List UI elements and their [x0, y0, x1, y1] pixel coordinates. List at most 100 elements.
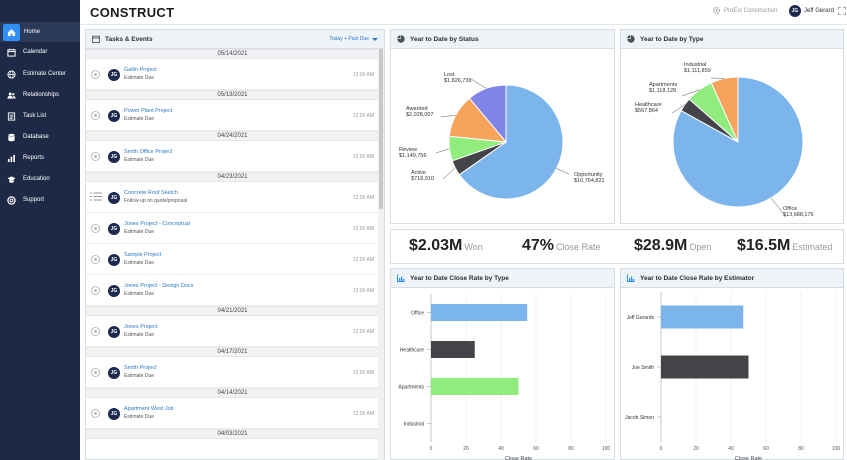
- close-rate-estimator-chart: 0 20 40 60 80 100 Jeff Gerards Joe Smith Jacob S…: [625, 292, 841, 460]
- bar[interactable]: [431, 304, 528, 321]
- task-description: Estimate Due: [124, 157, 155, 163]
- task-time: 12:00 AM: [352, 328, 374, 335]
- x-tick-label: 20: [693, 446, 699, 452]
- date-group-header: 05/14/2021: [86, 49, 379, 59]
- sidebar-item-education[interactable]: Education: [0, 169, 80, 189]
- pie-label: Review: [399, 147, 417, 153]
- complete-task-checkbox[interactable]: [91, 255, 100, 264]
- avatar: JG: [108, 325, 120, 338]
- category-label: Jacob Simon: [625, 415, 654, 421]
- task-time: 12:00 AM: [352, 71, 374, 78]
- task-row[interactable]: JG Gallin Project Estimate Due 12:00 AM: [86, 59, 379, 90]
- complete-task-checkbox[interactable]: [91, 327, 100, 336]
- avatar: JG: [108, 284, 120, 297]
- task-row[interactable]: JG Jones Project Estimate Due 12:00 AM: [86, 316, 379, 347]
- sidebar-item-label: Database: [23, 134, 49, 140]
- pie-label: Lost: [444, 72, 455, 78]
- task-name-link[interactable]: Smith Office Project: [124, 149, 173, 155]
- checklist-icon: [90, 192, 102, 201]
- sidebar-item-support[interactable]: Support: [0, 190, 80, 210]
- pie-slice[interactable]: [710, 76, 739, 143]
- tasks-header: Tasks & Events Today + Past Due: [86, 30, 384, 49]
- expand-icon[interactable]: [838, 7, 846, 15]
- close-rate-estimator-panel: Year to Date Close Rate by Estimator 0 20…: [620, 268, 844, 460]
- calendar-icon: [92, 35, 100, 43]
- globe-icon: [3, 66, 19, 82]
- type-pie-header: Year to Date by Type: [621, 30, 843, 49]
- date-group-header: 04/24/2021: [86, 131, 379, 141]
- x-tick-label: 20: [463, 446, 469, 452]
- task-name-link[interactable]: Gallin Project: [124, 67, 157, 73]
- top-bar: CONSTRUCT ProEst Construction JG Jeff Ge…: [80, 0, 847, 25]
- task-row[interactable]: JG Smith Project Estimate Due 12:00 AM: [86, 357, 379, 388]
- task-row[interactable]: JG Jones Project - Design Docs Estimate Du…: [86, 275, 379, 306]
- sidebar-item-label: Calendar: [23, 49, 48, 55]
- x-tick-label: 80: [568, 446, 574, 452]
- stat-label: Close Rate: [556, 242, 601, 252]
- task-description: Estimate Due: [124, 116, 155, 122]
- task-name-link[interactable]: Jones Project - Design Docs: [124, 283, 194, 289]
- sidebar-item-calendar[interactable]: Calendar: [0, 42, 80, 62]
- complete-task-checkbox[interactable]: [91, 224, 100, 233]
- bar[interactable]: [661, 355, 749, 379]
- app-logo[interactable]: CONSTRUCT: [90, 5, 175, 20]
- bar[interactable]: [431, 378, 519, 395]
- pie-value-label: $13,688,176: [783, 212, 814, 218]
- company-name: ProEst Construction: [724, 7, 778, 14]
- complete-task-checkbox[interactable]: [91, 368, 100, 377]
- pie-value-label: $718,910: [411, 176, 434, 182]
- support-icon: [3, 192, 19, 208]
- bar[interactable]: [661, 305, 744, 329]
- complete-task-checkbox[interactable]: [91, 70, 100, 79]
- task-row[interactable]: JG Jones Project - Conceptual Estimate Due…: [86, 213, 379, 244]
- chevron-down-icon: [372, 37, 378, 41]
- bar[interactable]: [431, 341, 475, 358]
- home-icon: [3, 23, 20, 41]
- sidebar-item-database[interactable]: Database: [0, 127, 80, 147]
- complete-task-checkbox[interactable]: [91, 152, 100, 161]
- task-name-link[interactable]: Smith Project: [124, 365, 157, 371]
- task-name-link[interactable]: Power Plant Project: [124, 108, 173, 114]
- tasks-filter-dropdown[interactable]: Today + Past Due: [329, 36, 378, 42]
- category-label: Office: [411, 311, 424, 317]
- task-name-link[interactable]: Apartment West Job: [124, 406, 174, 412]
- pie-slice[interactable]: [468, 84, 507, 144]
- complete-task-checkbox[interactable]: [91, 111, 100, 120]
- avatar: JG: [108, 253, 120, 266]
- task-row[interactable]: JG Sample Project Estimate Due 12:00 AM: [86, 244, 379, 275]
- education-icon: [3, 171, 19, 187]
- pie-slice[interactable]: [672, 76, 804, 208]
- stat-label: Open: [689, 242, 712, 252]
- category-label: Jeff Gerards: [627, 315, 655, 321]
- pie-value-label: $2,028,007: [406, 112, 434, 118]
- task-row[interactable]: JG Concrete Roof Sketch Follow-up on quote…: [86, 182, 379, 213]
- scrollbar-thumb[interactable]: [379, 49, 383, 209]
- task-name-link[interactable]: Jones Project: [124, 324, 158, 330]
- scrollbar[interactable]: [378, 49, 384, 460]
- stat-label: Won: [464, 242, 483, 252]
- task-row[interactable]: JG Apartment West Job Estimate Due 12:00 AM: [86, 398, 379, 429]
- pie-value-label: $567,864: [635, 108, 658, 114]
- complete-task-checkbox[interactable]: [91, 286, 100, 295]
- sidebar-item-estimate-center[interactable]: Estimate Center: [0, 64, 80, 84]
- task-name-link[interactable]: Jones Project - Conceptual: [124, 221, 191, 227]
- sidebar-item-task-list[interactable]: Task List: [0, 106, 80, 126]
- complete-task-checkbox[interactable]: [91, 409, 100, 418]
- pie-label: Apartments: [649, 82, 677, 88]
- task-list-icon: [3, 108, 19, 124]
- user-menu[interactable]: JG Jeff Gerard: [789, 5, 834, 17]
- x-tick-label: 100: [832, 446, 841, 452]
- x-tick-label: 0: [660, 446, 663, 452]
- sidebar-item-relationships[interactable]: Relationships: [0, 85, 80, 105]
- pie-connector: [770, 197, 787, 218]
- company-switcher[interactable]: ProEst Construction: [712, 6, 777, 15]
- task-row[interactable]: JG Smith Office Project Estimate Due 12:00 …: [86, 141, 379, 172]
- category-label: Apartments: [398, 385, 424, 391]
- sidebar-item-home[interactable]: Home: [0, 22, 80, 42]
- x-tick-label: 40: [498, 446, 504, 452]
- task-row[interactable]: JG Power Plant Project Estimate Due 12:00 A…: [86, 100, 379, 131]
- task-name-link[interactable]: Concrete Roof Sketch: [124, 190, 178, 196]
- status-pie-chart: Opportunity$10,764,821 Active$718,910 Revi…: [399, 72, 605, 200]
- sidebar-item-reports[interactable]: Reports: [0, 148, 80, 168]
- task-name-link[interactable]: Sample Project: [124, 252, 162, 258]
